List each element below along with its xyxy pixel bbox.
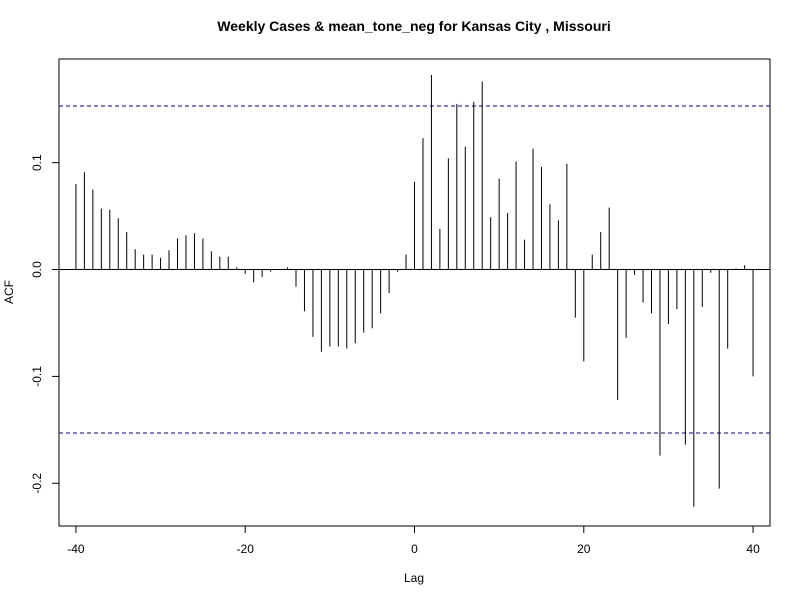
y-axis-label: ACF xyxy=(2,280,16,304)
x-axis-label: Lag xyxy=(404,571,424,585)
y-tick-label: 0.1 xyxy=(30,154,44,171)
y-tick-label: 0.0 xyxy=(30,261,44,278)
x-tick-label: -20 xyxy=(237,542,255,556)
x-tick-label: -40 xyxy=(67,542,85,556)
x-tick-label: 40 xyxy=(746,542,760,556)
y-axis: -0.2 -0.1 0.0 0.1 xyxy=(30,154,60,494)
acf-bars xyxy=(75,75,754,507)
y-tick-label: -0.1 xyxy=(30,366,44,387)
plot-frame xyxy=(58,58,771,527)
y-tick-label: -0.2 xyxy=(30,473,44,494)
x-tick-label: 20 xyxy=(577,542,591,556)
x-axis: -40 -20 0 20 40 xyxy=(67,525,760,556)
chart-title: Weekly Cases & mean_tone_neg for Kansas … xyxy=(217,18,610,34)
x-tick-label: 0 xyxy=(411,542,418,556)
